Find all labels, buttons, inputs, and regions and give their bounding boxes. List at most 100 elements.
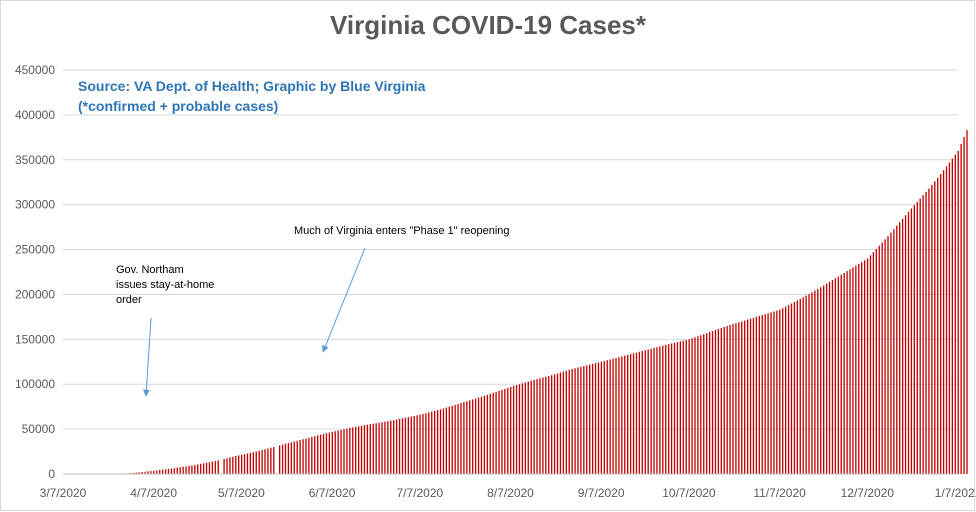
bar	[202, 463, 205, 474]
bar	[539, 378, 541, 474]
bar	[328, 432, 331, 474]
bar	[632, 353, 635, 474]
bar	[916, 201, 918, 474]
bar	[477, 397, 480, 474]
bar	[425, 413, 427, 474]
bar	[796, 300, 798, 474]
bar	[188, 465, 190, 474]
bar	[732, 324, 734, 474]
x-tick-label: 9/7/2020	[578, 486, 625, 500]
bar	[594, 363, 597, 474]
source-note: Source: VA Dept. of Health; Graphic by B…	[78, 76, 425, 116]
bar	[589, 364, 591, 474]
bar	[790, 303, 793, 474]
bar	[787, 305, 790, 474]
bar	[773, 311, 775, 474]
bar	[843, 272, 845, 474]
bar	[723, 327, 725, 474]
x-tick-label: 1/7/2021	[935, 486, 976, 500]
bar	[907, 211, 910, 474]
bar	[161, 469, 164, 474]
bar	[170, 468, 173, 474]
bar	[138, 472, 140, 474]
bar	[767, 313, 769, 474]
bar	[609, 359, 611, 474]
bar	[442, 408, 445, 474]
bar	[349, 427, 351, 474]
y-tick-label: 200000	[15, 287, 55, 301]
bar	[325, 433, 328, 474]
bar	[591, 363, 594, 474]
bar	[226, 458, 228, 474]
bar	[700, 335, 702, 474]
bar	[884, 239, 886, 474]
bar	[960, 143, 962, 475]
bar	[691, 338, 693, 474]
bar	[553, 374, 556, 474]
x-tick-label: 4/7/2020	[130, 486, 177, 500]
bar	[670, 343, 673, 474]
bar	[150, 471, 152, 474]
bar	[521, 383, 524, 474]
bar	[463, 402, 465, 474]
x-tick-label: 10/7/2020	[662, 486, 716, 500]
bar	[629, 354, 632, 474]
bar	[817, 288, 819, 474]
bar	[527, 381, 529, 474]
bar	[656, 347, 658, 474]
bar	[387, 421, 389, 474]
bar	[164, 469, 167, 474]
x-tick-label: 11/7/2020	[753, 486, 806, 500]
bar	[784, 306, 787, 474]
chart-title: Virginia COVID-19 Cases*	[330, 10, 646, 40]
bar	[922, 195, 924, 474]
bar	[676, 342, 679, 474]
bar	[153, 470, 155, 474]
bar	[782, 308, 784, 474]
bar	[551, 375, 553, 474]
bar	[200, 463, 202, 474]
bar	[504, 388, 506, 474]
bar	[270, 447, 272, 474]
bar	[878, 245, 880, 474]
bar	[726, 325, 728, 474]
x-tick-label: 8/7/2020	[487, 486, 534, 500]
bar	[369, 424, 371, 474]
bar	[565, 370, 567, 474]
bar	[858, 263, 860, 474]
bar	[249, 452, 252, 474]
bar	[749, 318, 752, 474]
bar	[556, 373, 559, 474]
bar	[811, 292, 813, 474]
bar	[761, 315, 763, 474]
bar	[235, 456, 237, 474]
bar	[410, 416, 412, 474]
bar	[510, 386, 512, 474]
bar	[568, 369, 570, 474]
bar	[571, 368, 573, 474]
bar	[881, 242, 883, 474]
bar	[735, 323, 737, 474]
bar	[899, 222, 901, 474]
bar	[942, 170, 945, 474]
bar	[238, 455, 240, 474]
bar	[863, 260, 866, 474]
bar	[928, 188, 930, 474]
arrow-phase1	[322, 247, 366, 353]
bar	[317, 435, 319, 474]
y-tick-label: 400000	[15, 108, 55, 122]
bar	[738, 322, 740, 474]
bar	[866, 258, 869, 474]
y-tick-label: 250000	[15, 243, 55, 257]
bar	[910, 208, 913, 474]
bar	[448, 406, 450, 474]
bar	[925, 191, 927, 474]
bar	[431, 411, 433, 474]
bar	[665, 344, 667, 474]
bar	[644, 350, 646, 474]
bar	[647, 349, 649, 474]
bar	[451, 405, 453, 474]
bar	[322, 433, 325, 474]
